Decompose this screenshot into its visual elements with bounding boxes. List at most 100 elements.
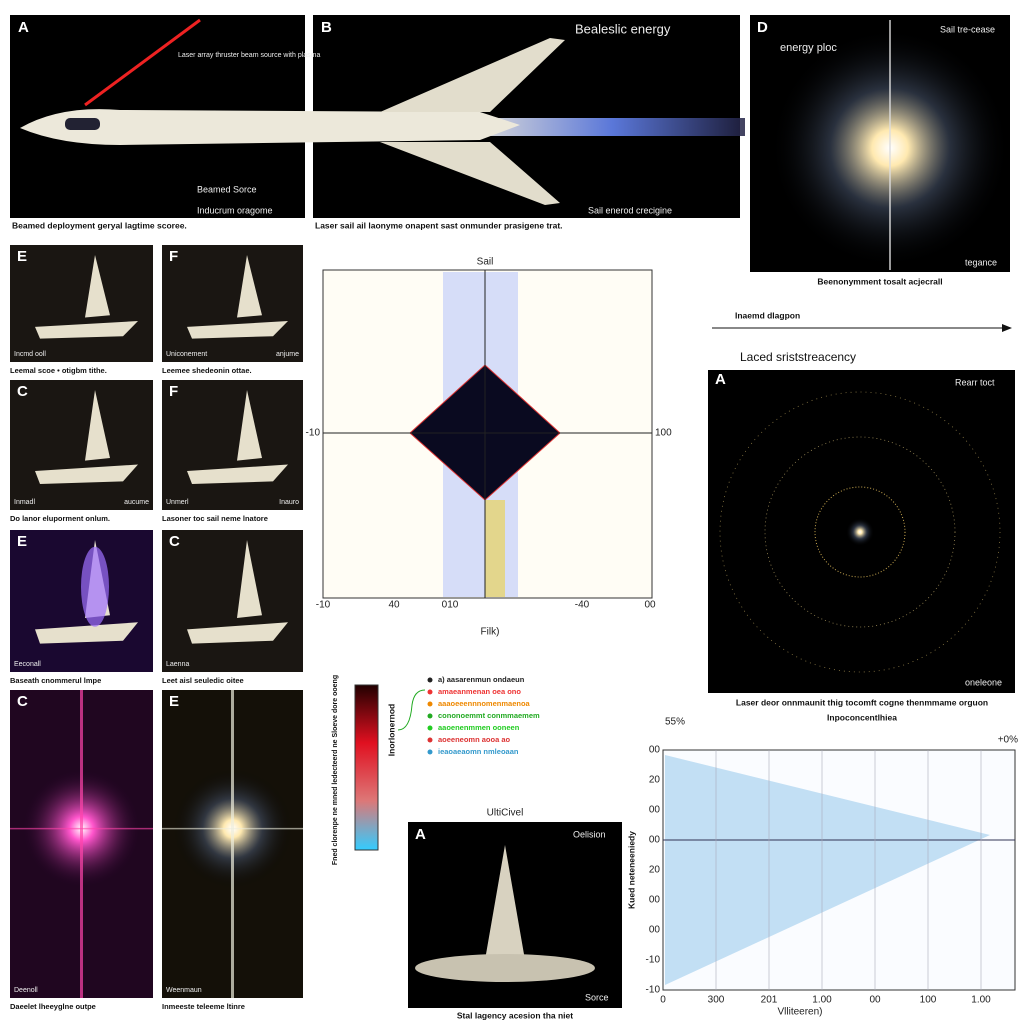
legend-swatch	[427, 749, 433, 755]
spacecraft	[35, 390, 138, 484]
tick-label: 20	[649, 775, 661, 786]
caption: Inmeeste teleeme ltinre	[162, 1002, 245, 1011]
caption: Lasoner toc sail neme lnatore	[162, 514, 268, 523]
annotation: Incmd ooll	[14, 351, 46, 358]
caption: Laser deor onnmaunit thig tocomft cogne …	[736, 697, 988, 707]
tick-label: 00	[869, 995, 881, 1006]
panel-label: A	[715, 371, 726, 388]
thumbnail	[10, 380, 153, 510]
tick-label: 1.00	[971, 995, 991, 1006]
tick-label: -40	[575, 600, 590, 611]
caption: Beamed deployment geryal lagtime scoree.	[12, 220, 187, 230]
thumbnail-grid: E Incmd ooll Leemal scoe • otigbm tithe. F U…	[10, 245, 303, 1011]
annotation: Sail tre-cease	[940, 24, 995, 34]
panel-label: C	[17, 383, 28, 400]
plot-title: Sail	[477, 257, 494, 268]
caption: Stal lagency acesion tha niet	[457, 1010, 573, 1020]
panel-label: E	[169, 693, 179, 710]
legend-swatch	[427, 677, 433, 683]
axis-label: Kued neteneeniedy	[626, 831, 636, 909]
plot-frame	[662, 749, 1016, 991]
panel-label: E	[17, 248, 27, 265]
caption: Inpoconcentlhiea	[827, 712, 897, 722]
legend-label: ieaoaeaomn nmleoaan	[438, 747, 519, 756]
tick-label: 00	[649, 895, 661, 906]
spacecraft	[187, 390, 288, 484]
panel-title: UltiCivel	[487, 808, 524, 819]
legend-label: cononoemmt conmmaemem	[438, 711, 540, 720]
legend-swatch	[427, 689, 433, 695]
annotation: +0%	[998, 735, 1018, 746]
spacecraft-base	[415, 954, 595, 982]
tick-label: -10	[306, 428, 321, 439]
annotation: Unmerl	[166, 499, 189, 506]
spacecraft	[485, 845, 525, 960]
arrow-label: Inaemd dlagpon	[735, 310, 800, 320]
annotation: tegance	[965, 257, 997, 267]
caption: Leemee shedeonin ottae.	[162, 366, 252, 375]
tick-label: 20	[649, 865, 661, 876]
cockpit	[65, 118, 100, 130]
tick-label: 100	[655, 428, 672, 439]
panel-label: B	[321, 19, 332, 36]
annotation: aucume	[124, 499, 149, 506]
tick-label: 40	[388, 600, 400, 611]
legend-label: aoeeneomn aooa ao	[438, 735, 511, 744]
panel-label: F	[169, 383, 178, 400]
colorbar	[354, 684, 379, 851]
spacecraft	[35, 540, 138, 644]
caption: Leet aisl seuledic oitee	[162, 676, 244, 685]
panel-label: A	[415, 826, 426, 843]
thumbnail	[162, 530, 303, 672]
annotation: energy ploc	[780, 42, 837, 54]
annotation: Oelision	[573, 829, 606, 839]
tick-label: 300	[708, 995, 725, 1006]
annotation: oneleone	[965, 677, 1002, 687]
thumbnail	[10, 530, 153, 672]
thumbnail	[162, 380, 303, 510]
panel-label: E	[17, 533, 27, 550]
panel-label: F	[169, 248, 178, 265]
wing	[380, 38, 565, 205]
tick-label: 00	[649, 745, 661, 756]
annotation: Weenmaun	[166, 987, 202, 994]
caption: Laser sail ail laonyme onapent sast onmu…	[315, 220, 563, 230]
caption: Beenonymment tosalt acjecrall	[817, 276, 942, 286]
legend-label: aaoenenmmen ooneen	[438, 723, 520, 732]
annotation: Inauro	[279, 499, 299, 506]
tick-label: 100	[920, 995, 937, 1006]
beam	[480, 118, 745, 136]
tick-label: -10	[646, 985, 661, 996]
band	[485, 500, 505, 597]
annotation: Rearr toct	[955, 377, 995, 387]
spacecraft	[187, 255, 288, 339]
annotation: anjume	[276, 351, 299, 358]
annotation: Deenoll	[14, 987, 38, 994]
tick-label: -10	[646, 955, 661, 966]
tick-label: -10	[316, 600, 331, 611]
tick-label: 201	[761, 995, 778, 1006]
thumbnail	[10, 245, 153, 362]
star	[846, 518, 874, 546]
legend-swatch	[427, 701, 433, 707]
x-ticks: -10 40 010 -40 00	[316, 600, 656, 611]
panel-title: Bealeslic energy	[575, 21, 671, 36]
axis-label: Filk)	[481, 627, 500, 638]
tick-label: 010	[442, 600, 459, 611]
laser-beam	[84, 18, 201, 107]
annotation: Laser array thruster beam source with pl…	[178, 52, 320, 59]
scatter-cloud	[665, 755, 990, 985]
annotation: Laenna	[166, 661, 189, 668]
tick-label: 00	[644, 600, 656, 611]
thumbnail	[162, 245, 303, 362]
annotation: Sail enerod crecigine	[588, 205, 672, 215]
ring	[764, 436, 956, 628]
tick-label: 00	[649, 925, 661, 936]
annotation: Uniconement	[166, 351, 207, 358]
tick-label: 00	[649, 835, 661, 846]
glow	[81, 546, 109, 627]
annotation: Beamed Sorce	[197, 184, 257, 194]
panel-label: A	[18, 19, 29, 36]
legend-label: a) aasarenmun ondaeun	[438, 675, 525, 684]
